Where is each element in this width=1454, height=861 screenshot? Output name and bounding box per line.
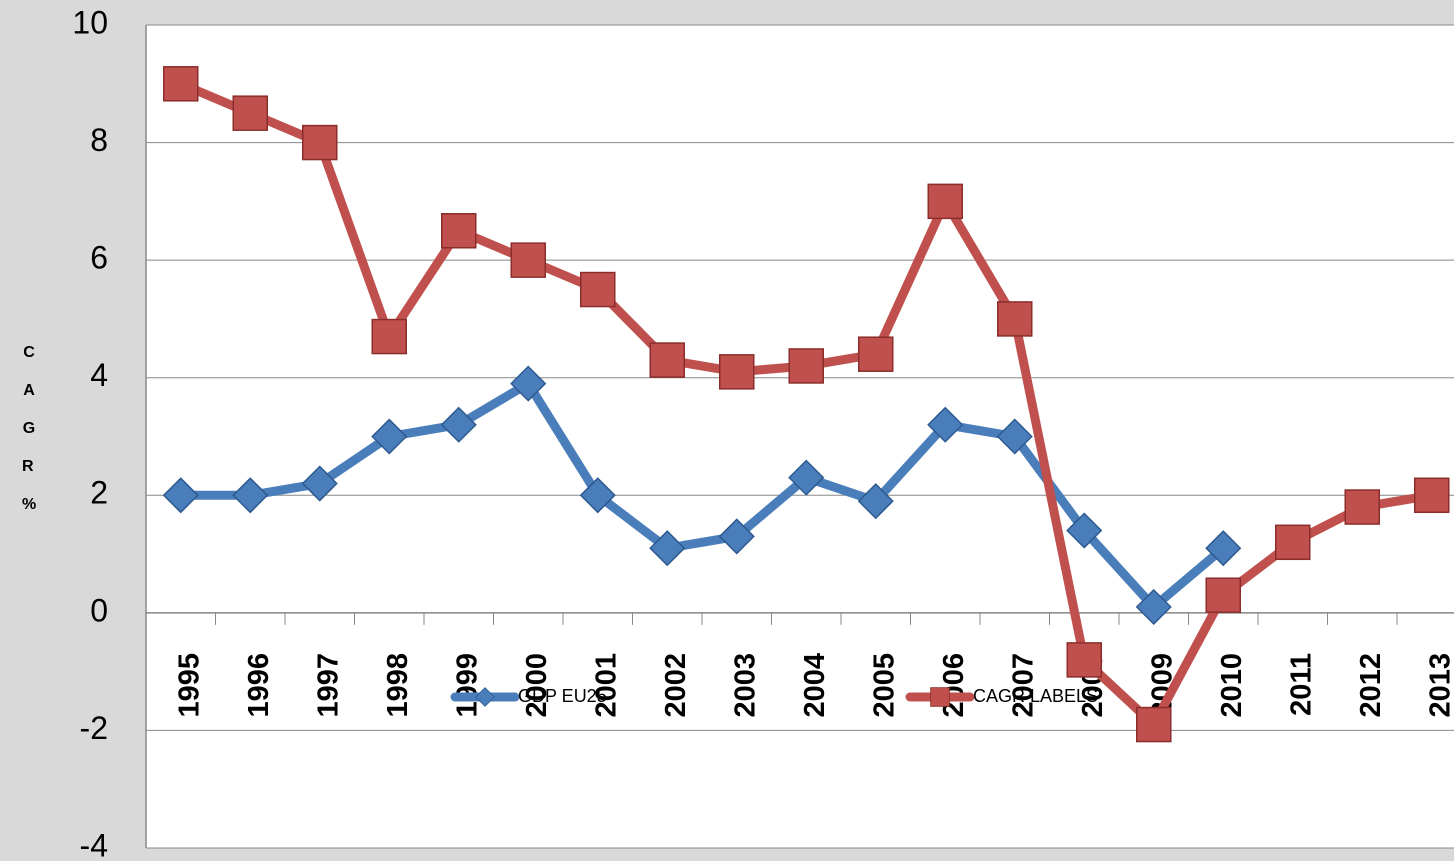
data-point <box>580 271 616 308</box>
x-tick-label: 2013 <box>1424 653 1454 718</box>
legend-marker <box>930 687 950 707</box>
data-point <box>301 465 338 502</box>
y-axis-label: CAGR % <box>22 344 38 513</box>
x-tick-label: 2004 <box>799 653 831 718</box>
y-tick-label: -4 <box>80 827 108 861</box>
data-point <box>996 418 1033 455</box>
y-tick-label: 8 <box>90 122 108 158</box>
data-point <box>927 406 964 443</box>
y-tick-label: 6 <box>90 240 108 276</box>
data-point <box>788 459 825 496</box>
data-point <box>232 95 268 131</box>
x-tick-label: 2000 <box>521 653 553 718</box>
x-tick-label: 2012 <box>1355 653 1387 718</box>
data-point <box>162 477 199 514</box>
data-point <box>510 365 547 402</box>
x-tick-label: 2007 <box>1007 653 1039 718</box>
data-point <box>1275 524 1311 561</box>
x-tick-label: 2001 <box>590 653 622 718</box>
data-point <box>1414 477 1450 514</box>
x-tick-label: 2003 <box>729 653 761 718</box>
x-tick-label: 2011 <box>1285 653 1317 716</box>
data-point <box>163 66 199 102</box>
data-point <box>1136 706 1172 743</box>
data-point <box>997 301 1033 337</box>
data-point <box>718 518 755 555</box>
legend-label: CAGR LABELS <box>973 686 1098 706</box>
x-tick-label: 1996 <box>243 653 275 718</box>
data-point <box>1205 530 1242 567</box>
legend-marker <box>475 687 495 707</box>
data-point <box>440 406 477 443</box>
data-point <box>1205 577 1241 613</box>
data-point <box>858 336 894 372</box>
data-point <box>1135 588 1172 626</box>
data-point <box>927 183 963 220</box>
data-point <box>1344 489 1380 525</box>
y-tick-label: 0 <box>90 592 108 628</box>
data-point <box>649 530 686 567</box>
y-tick-label: -2 <box>80 710 108 746</box>
data-point <box>371 318 407 355</box>
y-tick-label: 2 <box>90 475 108 511</box>
data-point <box>510 242 546 278</box>
data-point <box>719 354 755 390</box>
data-point <box>441 213 477 249</box>
x-tick-label: 2006 <box>938 653 970 718</box>
data-point <box>371 418 408 455</box>
x-tick-label: 1998 <box>382 653 414 718</box>
x-tick-label: 2010 <box>1216 653 1248 718</box>
plot-area <box>146 25 1454 848</box>
x-tick-label: 1995 <box>173 653 205 718</box>
y-tick-label: 10 <box>72 4 108 40</box>
data-point <box>579 477 616 514</box>
x-tick-label: 1999 <box>451 653 483 718</box>
y-tick-label: 4 <box>90 357 108 393</box>
data-point <box>302 124 338 161</box>
data-point <box>1066 642 1102 678</box>
data-point <box>788 348 824 384</box>
data-point <box>1066 512 1103 549</box>
data-point <box>857 483 894 520</box>
x-tick-label: 2002 <box>660 653 692 718</box>
data-point <box>649 342 685 378</box>
x-tick-label: 2005 <box>868 653 900 718</box>
legend-label: GDP EU25 <box>518 686 607 706</box>
data-point <box>232 477 269 514</box>
x-tick-label: 1997 <box>312 653 344 718</box>
